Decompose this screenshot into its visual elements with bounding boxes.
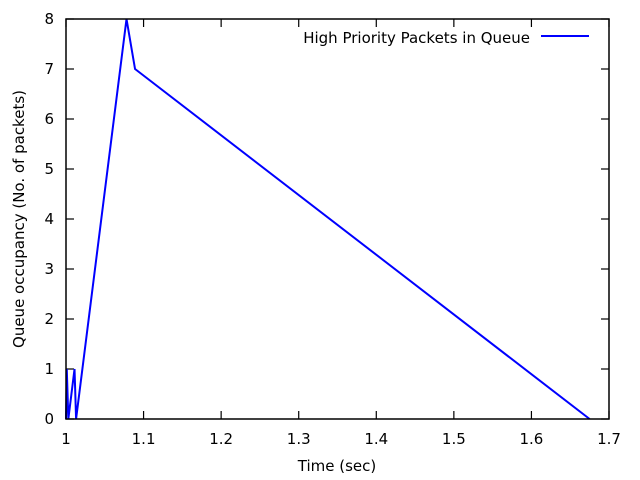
x-axis-ticks: 1 1.1 1.2 1.3 1.4 1.5 1.6 1.7 [61,19,621,448]
x-tick-label: 1.3 [287,430,311,448]
legend-entry-label: High Priority Packets in Queue [303,29,530,47]
y-axis-ticks: 0 1 2 3 4 5 6 7 8 [44,10,609,428]
series-layer [65,18,591,420]
x-tick-label: 1.2 [209,430,233,448]
y-tick-label: 6 [44,110,54,128]
y-tick-label: 5 [44,160,54,178]
legend: High Priority Packets in Queue [303,29,589,47]
x-tick-label: 1.7 [597,430,621,448]
plot-frame [65,18,610,420]
series-line-high-priority-packets [65,18,591,420]
y-tick-label: 4 [44,210,54,228]
x-tick-label: 1.1 [132,430,156,448]
y-tick-label: 2 [44,310,54,328]
y-tick-label: 7 [44,60,54,78]
y-tick-label: 3 [44,260,54,278]
y-tick-label: 1 [44,360,54,378]
x-tick-label: 1 [61,430,71,448]
x-tick-label: 1.5 [442,430,466,448]
x-tick-label: 1.6 [519,430,543,448]
x-axis-label: Time (sec) [297,457,376,475]
x-tick-label: 1.4 [364,430,388,448]
y-tick-label: 8 [44,10,54,28]
y-axis-label: Queue occupancy (No. of packets) [10,90,28,348]
y-tick-label: 0 [44,410,54,428]
